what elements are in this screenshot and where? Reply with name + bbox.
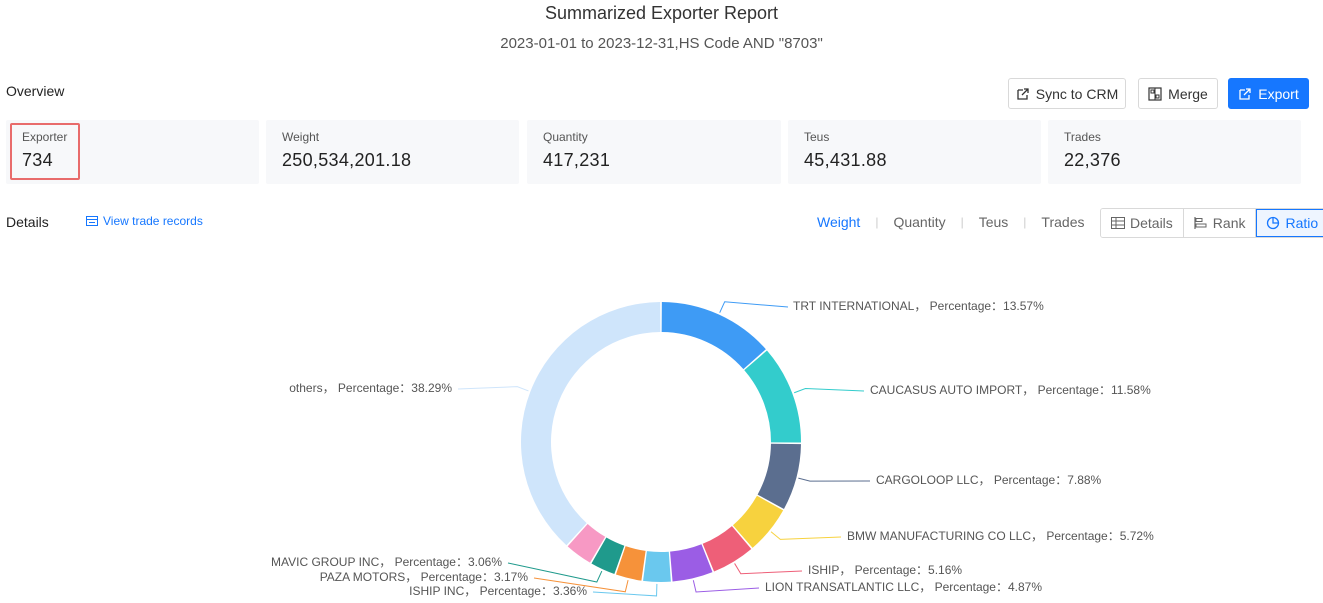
- tab-trades[interactable]: Trades: [1041, 214, 1085, 230]
- merge-button[interactable]: Merge: [1138, 78, 1218, 109]
- stat-value: 734: [22, 150, 53, 170]
- donut-slice-trt-international[interactable]: [661, 302, 766, 370]
- export-button[interactable]: Export: [1228, 78, 1309, 109]
- stat-value: 22,376: [1064, 150, 1121, 170]
- stat-label: Quantity: [543, 130, 588, 144]
- donut-slice-paza-motors[interactable]: [615, 546, 646, 581]
- stat-value: 250,534,201.18: [282, 150, 412, 170]
- stat-label: Trades: [1064, 130, 1101, 144]
- view-ratio-label: Ratio: [1285, 215, 1319, 231]
- rank-bars-icon: [1194, 217, 1207, 229]
- label-leader-line: [592, 583, 658, 597]
- view-trade-records-label: View trade records: [103, 214, 203, 228]
- report-subtitle: 2023-01-01 to 2023-12-31,HS Code AND "87…: [500, 35, 823, 52]
- donut-slice-cargoloop-llc[interactable]: [757, 443, 801, 509]
- table-icon: [1111, 217, 1125, 229]
- donut-slice-bmw-manufacturing-co-llc[interactable]: [732, 495, 784, 548]
- slice-label: ISHIP INC， Percentage：3.36%: [409, 584, 587, 598]
- pie-chart-icon: [1267, 216, 1280, 230]
- slice-label: PAZA MOTORS， Percentage：3.17%: [320, 570, 529, 584]
- slice-label: TRT INTERNATIONAL， Percentage：13.57%: [793, 299, 1044, 313]
- records-icon: [86, 216, 98, 226]
- label-leader-line: [770, 531, 842, 540]
- label-leader-line: [507, 562, 603, 583]
- donut-slice-lion-transatlantic-llc[interactable]: [670, 544, 713, 582]
- tab-separator: |: [875, 215, 879, 229]
- tab-quantity[interactable]: Quantity: [893, 214, 946, 230]
- stat-card-weight: Weight 250,534,201.18: [266, 120, 519, 184]
- tab-teus[interactable]: Teus: [978, 214, 1009, 230]
- view-mode-group: Details Rank Ratio: [1100, 208, 1323, 238]
- merge-label: Merge: [1168, 85, 1208, 102]
- stat-label: Teus: [804, 130, 830, 144]
- external-sync-icon: [1017, 87, 1029, 100]
- slice-label: others， Percentage：38.29%: [289, 381, 452, 395]
- donut-slice-caucasus-auto-import[interactable]: [744, 350, 801, 443]
- view-details-label: Details: [1130, 215, 1173, 231]
- stat-value: 417,231: [543, 150, 611, 170]
- stat-label: Exporter: [22, 130, 68, 144]
- label-leader-line: [734, 563, 803, 575]
- stat-value: 45,431.88: [804, 150, 887, 170]
- label-leader-line: [719, 301, 789, 313]
- donut-slice-iship[interactable]: [702, 526, 752, 572]
- label-leader-line: [457, 386, 529, 392]
- tab-separator: |: [960, 215, 964, 229]
- view-rank-label: Rank: [1212, 215, 1246, 231]
- sync-to-crm-button[interactable]: Sync to CRM: [1008, 78, 1126, 109]
- tab-weight[interactable]: Weight: [817, 214, 861, 230]
- slice-label: BMW MANUFACTURING CO LLC， Percentage：5.7…: [847, 529, 1154, 543]
- label-leader-line: [794, 388, 865, 394]
- slice-label: CARGOLOOP LLC， Percentage：7.88%: [876, 473, 1102, 487]
- donut-slice-unlabeled[interactable]: [567, 523, 606, 563]
- exporter-highlight-box: [10, 123, 80, 180]
- stat-card-exporter: Exporter 734: [6, 120, 259, 184]
- export-label: Export: [1258, 85, 1299, 102]
- view-details-button[interactable]: Details: [1101, 209, 1184, 237]
- stat-card-trades: Trades 22,376: [1048, 120, 1301, 184]
- donut-slice-others[interactable]: [521, 302, 661, 546]
- export-icon: [1239, 87, 1251, 100]
- merge-icon: [1148, 86, 1162, 101]
- donut-slice-iship-inc[interactable]: [643, 551, 671, 582]
- view-rank-button[interactable]: Rank: [1183, 209, 1257, 237]
- tab-separator: |: [1023, 215, 1027, 229]
- label-leader-line: [533, 577, 629, 593]
- slice-label: MAVIC GROUP INC， Percentage：3.06%: [271, 555, 502, 569]
- stat-card-quantity: Quantity 417,231: [527, 120, 781, 184]
- report-title: Summarized Exporter Report: [544, 3, 779, 23]
- sync-to-crm-label: Sync to CRM: [1035, 85, 1119, 102]
- label-leader-line: [798, 477, 871, 482]
- donut-slice-mavic-group-inc[interactable]: [591, 537, 625, 575]
- details-heading: Details: [6, 214, 49, 230]
- stat-label: Weight: [282, 130, 320, 144]
- overview-heading: Overview: [6, 83, 65, 99]
- view-ratio-button[interactable]: Ratio: [1256, 209, 1323, 237]
- view-trade-records-link[interactable]: View trade records: [86, 214, 203, 228]
- stat-card-teus: Teus 45,431.88: [788, 120, 1041, 184]
- slice-label: LION TRANSATLANTIC LLC， Percentage：4.87%: [765, 580, 1042, 594]
- metric-tabs: Weight | Quantity | Teus | Trades: [817, 214, 1084, 230]
- slice-label: CAUCASUS AUTO IMPORT， Percentage：11.58%: [870, 383, 1151, 397]
- label-leader-line: [692, 580, 760, 593]
- slice-label: ISHIP， Percentage：5.16%: [808, 563, 962, 577]
